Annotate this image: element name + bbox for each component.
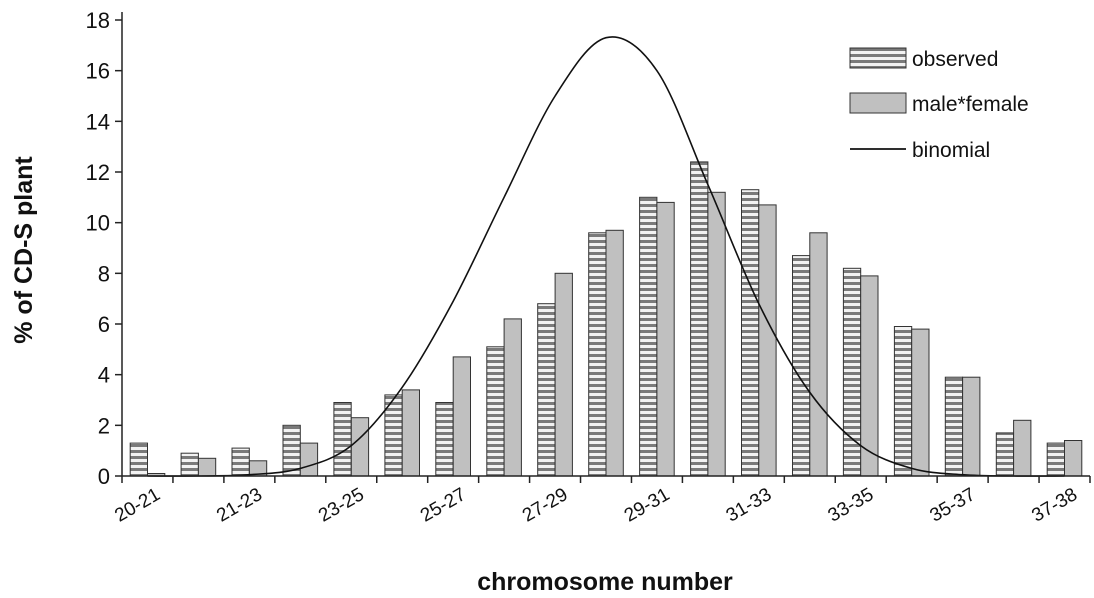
y-tick-label: 18 (86, 8, 110, 33)
x-tick-label: 25-27 (417, 484, 470, 526)
y-tick-label: 16 (86, 59, 110, 84)
bar-male-female (605, 229, 624, 477)
series-line-binomial (147, 36, 1065, 477)
x-tick-label: 31-33 (723, 484, 776, 526)
line-layer (147, 36, 1065, 477)
bar-male-female (350, 417, 370, 477)
x-tick-label: 35-37 (927, 484, 980, 526)
bar-male-female (911, 328, 930, 477)
y-tick-label: 6 (98, 312, 110, 337)
bar-male-female (809, 232, 828, 477)
bar-observed (588, 232, 607, 477)
bar-male-female (452, 356, 472, 477)
bar-observed (231, 447, 250, 477)
y-tick-label: 4 (98, 363, 110, 388)
y-axis-title: % of CD-S plant (10, 156, 38, 344)
bar-observed (537, 303, 556, 477)
x-tick-label: 37-38 (1028, 484, 1081, 526)
bars-layer (129, 161, 1083, 477)
bar-observed (690, 161, 709, 477)
legend-swatch-observed (849, 47, 907, 69)
bar-male-female (860, 275, 879, 477)
bar-observed (639, 196, 658, 477)
bar-observed (741, 189, 760, 477)
legend-label: observed (912, 48, 998, 71)
bar-male-female (197, 457, 217, 477)
x-tick-label: 20-21 (111, 484, 164, 526)
x-tick-label: 29-31 (621, 484, 674, 526)
x-tick-label: 23-25 (315, 484, 368, 526)
bar-observed (129, 442, 148, 477)
bar-observed (435, 402, 454, 477)
bar-male-female (1064, 440, 1083, 477)
bar-observed (893, 326, 913, 477)
y-tick-label: 14 (86, 109, 110, 134)
y-tick-label: 10 (86, 211, 110, 236)
bar-observed (486, 346, 505, 477)
x-tick-label: 21-23 (213, 484, 266, 526)
bar-male-female (401, 389, 421, 477)
legend: observed male*female binomial (849, 47, 1029, 162)
x-tick-label: 27-29 (519, 484, 572, 526)
y-tick-label: 0 (98, 464, 110, 489)
bar-observed (842, 267, 862, 477)
legend-swatch-male-female (849, 92, 907, 114)
bar-male-female (1013, 419, 1032, 477)
bar-male-female (503, 318, 522, 477)
bar-male-female (656, 201, 675, 477)
legend-label: male*female (912, 93, 1029, 116)
x-tick-label: 33-35 (825, 484, 878, 526)
bar-male-female (299, 442, 319, 477)
y-tick-label: 12 (86, 160, 110, 185)
bar-male-female (962, 376, 981, 477)
x-axis-title: chromosome number (477, 568, 733, 596)
bar-observed (180, 452, 199, 477)
bar-observed (944, 376, 964, 477)
y-tick-label: 8 (98, 261, 110, 286)
bar-male-female (707, 191, 726, 477)
bar-observed (1046, 442, 1065, 477)
legend-label: binomial (912, 139, 990, 162)
y-tick-label: 2 (98, 413, 110, 438)
bar-male-female (554, 272, 573, 477)
bar-observed (792, 255, 811, 477)
bar-observed (995, 432, 1015, 477)
bar-male-female (758, 204, 777, 477)
bar-observed (333, 402, 352, 477)
